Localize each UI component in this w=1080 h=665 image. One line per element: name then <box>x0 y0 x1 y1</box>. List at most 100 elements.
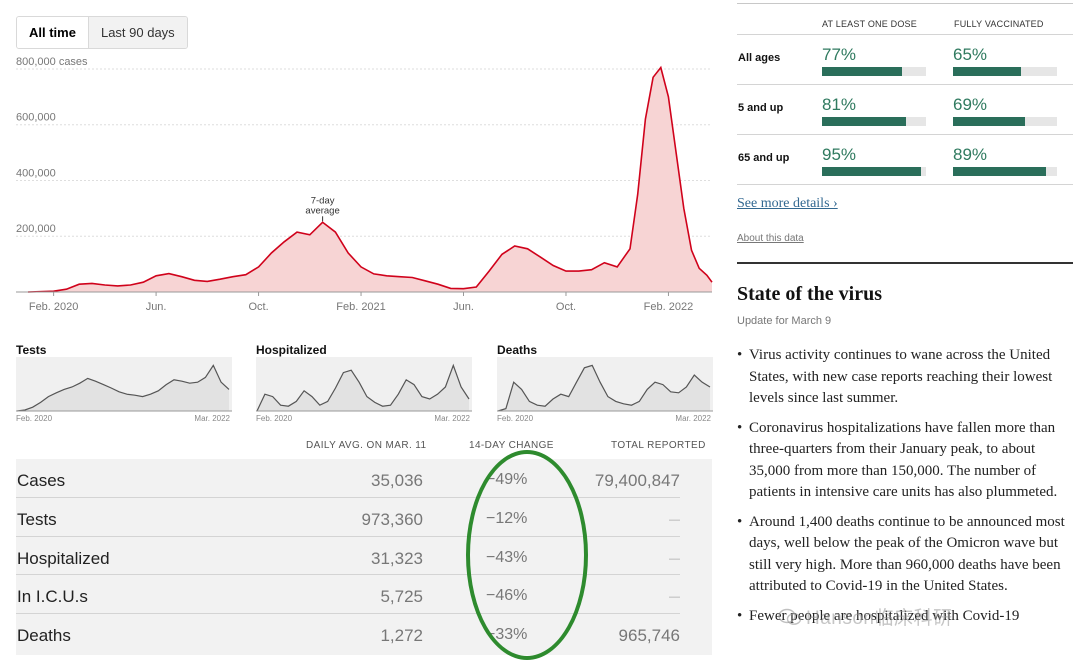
fully-vaccinated-header: FULLY VACCINATED <box>954 19 1044 29</box>
daily-value: 973,360 <box>361 510 423 529</box>
x-tick-label: Feb. 2022 <box>644 301 694 313</box>
fully-vaccinated-bar <box>953 167 1057 176</box>
fully-vaccinated-bar <box>953 67 1057 76</box>
total-value: 79,400,847 <box>594 471 680 490</box>
tests-end-date: Mar. 2022 <box>194 414 230 423</box>
x-tick-label: Oct. <box>556 301 576 313</box>
y-tick-label: 400,000 <box>16 167 56 179</box>
one-dose-bar-fill <box>822 117 907 126</box>
about-this-data-link[interactable]: About this data <box>737 233 804 244</box>
tests-mini-chart: Tests Feb. 2020 Mar. 2022 <box>16 343 232 427</box>
one-dose-percent: 81% <box>822 95 857 114</box>
deaths-end-date: Mar. 2022 <box>675 414 711 423</box>
total-value: — <box>669 514 680 526</box>
fully-vaccinated-bar-fill <box>953 117 1025 126</box>
vaccination-row-label: 65 and up <box>738 152 790 164</box>
one-dose-bar-fill <box>822 67 903 76</box>
vaccination-divider <box>737 134 1073 135</box>
fully-vaccinated-bar <box>953 117 1057 126</box>
fully-vaccinated-percent: 69% <box>953 95 988 114</box>
one-dose-percent: 77% <box>822 45 857 64</box>
update-date: Update for March 9 <box>737 315 832 327</box>
one-dose-header: AT LEAST ONE DOSE <box>822 19 917 29</box>
last-90-days-button[interactable]: Last 90 days <box>88 17 187 48</box>
section-divider <box>737 262 1073 264</box>
x-tick-label: Jun. <box>453 301 474 313</box>
vaccination-divider <box>737 84 1073 85</box>
y-tick-label: 200,000 <box>16 223 56 235</box>
vaccination-top-rule <box>737 3 1073 4</box>
x-tick-label: Feb. 2020 <box>29 301 79 313</box>
sparkline-area <box>498 365 710 411</box>
row-divider <box>16 613 680 614</box>
x-tick-label: Feb. 2021 <box>336 301 386 313</box>
watermark-text: Hanson临床科研 <box>806 608 953 629</box>
x-tick-label: Oct. <box>248 301 268 313</box>
sparkline-line <box>256 363 470 412</box>
hospitalized-mini-title: Hospitalized <box>256 343 327 357</box>
annotation-line1: 7-day <box>311 195 335 206</box>
y-tick-label: 800,000 cases <box>16 56 88 68</box>
y-tick-label: 600,000 <box>16 112 56 124</box>
vaccination-divider <box>737 34 1073 35</box>
cases-area <box>28 67 712 292</box>
highlight-circle <box>466 450 588 660</box>
fully-vaccinated-percent: 65% <box>953 45 988 64</box>
vaccination-row: 65 and up 95% 89% <box>737 135 1073 185</box>
state-of-virus-title: State of the virus <box>737 283 882 305</box>
wechat-icon <box>778 608 802 625</box>
fully-vaccinated-bar-fill <box>953 67 1021 76</box>
row-label: Deaths <box>17 626 71 645</box>
cases-chart: 200,000 400,000 600,000 800,000 cases Feb. 2… <box>16 56 713 313</box>
sparkline-line <box>497 364 711 412</box>
daily-value: 31,323 <box>371 549 423 568</box>
annotation-line2: average <box>305 205 339 216</box>
one-dose-bar <box>822 117 926 126</box>
time-range-toggle: All time Last 90 days <box>16 16 188 49</box>
fully-vaccinated-bar-fill <box>953 167 1046 176</box>
hospitalized-mini-chart: Hospitalized Feb. 2020 Mar. 2022 <box>256 343 472 427</box>
watermark: Hanson临床科研 <box>778 603 953 630</box>
all-time-button[interactable]: All time <box>17 17 89 48</box>
table-row: Deaths 1,272 −33% 965,746 <box>16 616 680 655</box>
vaccination-row-label: 5 and up <box>738 102 784 114</box>
sparkline-area <box>257 365 469 411</box>
list-item: Fewer people are hospitalized with Covid… <box>737 606 1073 628</box>
total-header: TOTAL REPORTED <box>611 440 706 451</box>
row-label: Tests <box>17 510 57 529</box>
row-divider <box>16 574 680 575</box>
stats-table <box>16 459 712 655</box>
vaccination-row: 5 and up 81% 69% <box>737 85 1073 135</box>
virus-summary-list: Virus activity continues to wane across … <box>737 345 1073 635</box>
vaccination-row: All ages 77% 65% <box>737 35 1073 85</box>
table-row: Cases 35,036 −49% 79,400,847 <box>16 461 680 500</box>
one-dose-bar <box>822 67 926 76</box>
list-item: Coronavirus hospitalizations have fallen… <box>737 418 1073 504</box>
deaths-mini-chart: Deaths Feb. 2020 Mar. 2022 <box>497 343 713 427</box>
x-tick-label: Jun. <box>146 301 167 313</box>
row-divider <box>16 536 680 537</box>
one-dose-bar <box>822 167 926 176</box>
see-more-details-link[interactable]: See more details › <box>737 196 838 211</box>
cut-off-heading <box>24 0 94 3</box>
vaccination-divider <box>737 184 1073 185</box>
total-value: — <box>669 591 680 603</box>
daily-avg-header: DAILY AVG. ON MAR. 11 <box>306 440 427 451</box>
row-label: In I.C.U.s <box>17 587 88 606</box>
daily-value: 35,036 <box>371 471 423 490</box>
hospitalized-sparkline <box>256 357 472 412</box>
deaths-mini-title: Deaths <box>497 343 538 357</box>
total-value: — <box>669 553 680 565</box>
list-item: Around 1,400 deaths continue to be annou… <box>737 512 1073 598</box>
one-dose-percent: 95% <box>822 145 857 164</box>
total-value: 965,746 <box>618 626 680 645</box>
tests-start-date: Feb. 2020 <box>16 414 53 423</box>
vaccination-row-label: All ages <box>738 52 781 64</box>
sparkline-line <box>16 364 230 412</box>
tests-mini-title: Tests <box>16 343 47 357</box>
sparkline-area <box>17 365 229 411</box>
cases-line <box>27 65 713 293</box>
deaths-start-date: Feb. 2020 <box>497 414 534 423</box>
tests-sparkline <box>16 357 232 412</box>
list-item: Virus activity continues to wane across … <box>737 345 1073 410</box>
